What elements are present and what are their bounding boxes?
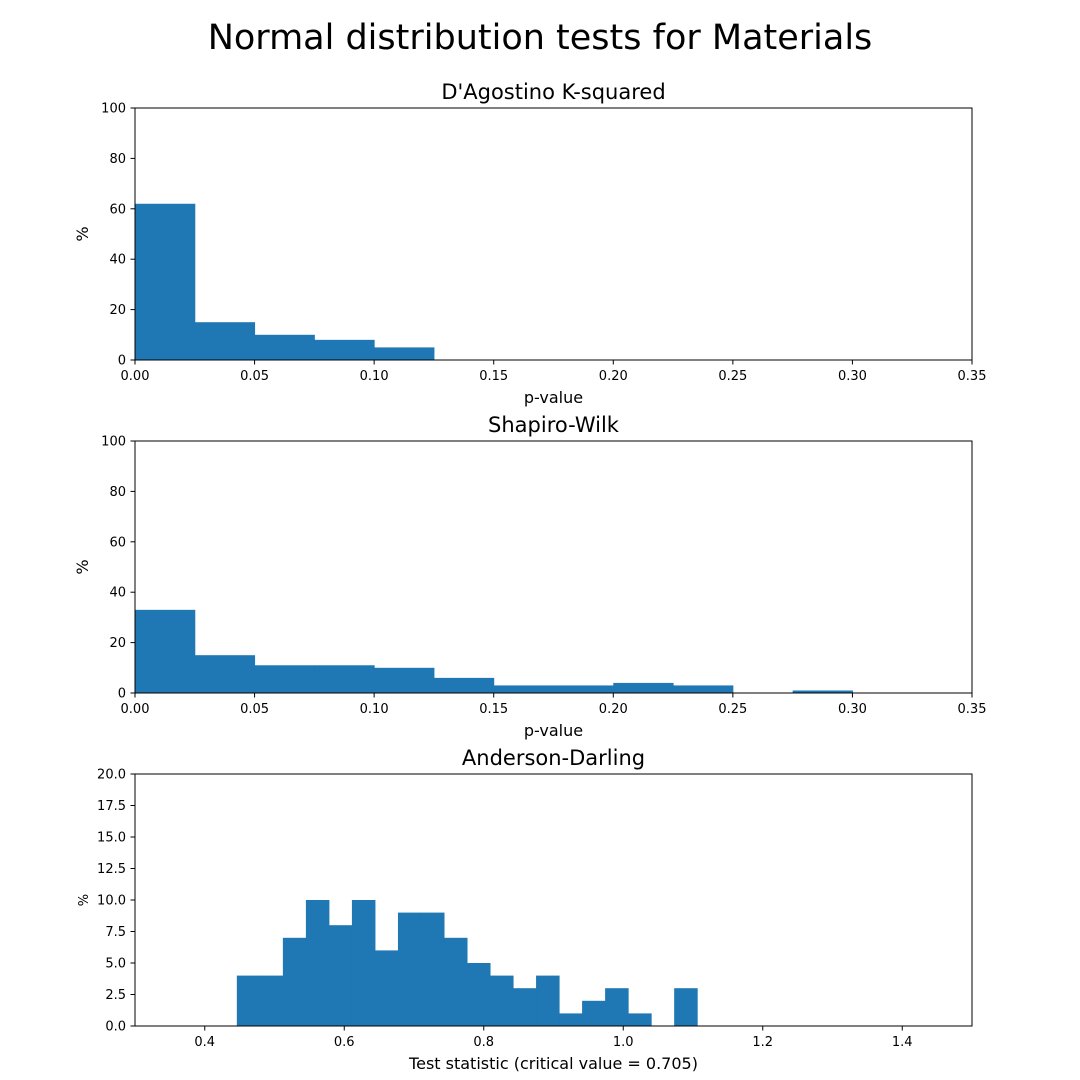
x-tick-label: 1.0 [613,1035,634,1050]
y-tick-label: 15.0 [97,831,126,846]
histogram-bar [397,912,422,1026]
histogram-bar [236,975,261,1026]
x-tick-label: 0.35 [958,702,987,717]
histogram-bar [792,690,853,693]
x-tick-label: 0.35 [958,369,987,384]
x-tick-label: 0.20 [599,369,628,384]
axes-frame [134,107,973,361]
subplot-title: D'Agostino K-squared [441,80,665,104]
histogram-bar [582,1000,606,1026]
figure-title: Normal distribution tests for Materials [208,18,873,58]
histogram-bar [433,677,495,693]
histogram-bar [314,339,375,360]
histogram-bar [135,203,196,360]
y-tick-label: 0 [118,354,126,369]
histogram-bar [254,334,315,360]
x-axis-label: p-value [524,388,583,407]
x-tick-label: 0.15 [479,369,508,384]
histogram-bar [673,685,734,693]
x-tick-label: 0.00 [121,702,150,717]
histogram-bar [674,988,698,1026]
histogram-bar [536,975,560,1026]
x-axis-label: Test statistic (critical value = 0.705) [408,1054,698,1073]
x-tick-label: 1.2 [752,1035,773,1050]
x-tick-label: 0.30 [838,369,867,384]
x-tick-label: 0.6 [334,1035,355,1050]
histogram-bar [628,1013,652,1026]
y-tick-label: 40 [109,586,126,601]
x-tick-label: 0.10 [360,702,389,717]
y-tick-label: 100 [101,435,126,450]
histogram-bar [374,347,435,360]
subplot-title: Shapiro-Wilk [488,413,620,437]
y-tick-label: 80 [109,485,126,500]
histogram-bar [314,665,375,693]
y-tick-label: 60 [109,202,126,217]
y-axis-label: % [73,559,92,574]
x-tick-label: 1.4 [892,1035,913,1050]
histogram-bar [254,665,315,693]
x-tick-label: 0.10 [360,369,389,384]
y-tick-label: 0.0 [105,1020,126,1035]
histogram-bar [553,685,614,693]
subplot-1: 0.00 0.05 0.10 0.15 0.20 0.25 0.30 0.35 0 20 40 60 8… [73,80,986,407]
y-tick-label: 40 [109,253,126,268]
histogram-bar [328,925,353,1026]
histogram-bar [467,963,491,1026]
x-tick-label: 0.25 [718,702,747,717]
x-tick-label: 0.05 [240,369,269,384]
subplot-3: 0.4 0.6 0.8 1.0 1.2 1.4 0.0 2.5 5.0 7.5 10.0 12.5 15… [77,746,973,1073]
histogram-bar [259,975,284,1026]
histogram-bar [443,937,468,1026]
y-tick-label: 80 [109,152,126,167]
subplots: 0.00 0.05 0.10 0.15 0.20 0.25 0.30 0.3502040608… [73,80,986,1073]
histogram-bar [351,900,376,1026]
y-tick-label: 20 [109,636,126,651]
y-tick-label: 12.5 [97,862,126,877]
y-tick-label: 7.5 [105,925,126,940]
axes-frame [134,440,973,694]
x-tick-label: 0.05 [240,702,269,717]
histogram-bar [490,975,514,1026]
y-tick-label: 20 [109,303,126,318]
histogram-bar [194,322,256,360]
histogram-bar [135,609,196,693]
x-tick-label: 0.8 [473,1035,494,1050]
x-axis-label: p-value [524,721,583,740]
y-axis-label: % [73,226,92,241]
histogram-bar [194,655,256,693]
histogram-bar [420,912,445,1026]
y-tick-label: 100 [101,102,126,117]
histogram-bar [605,988,629,1026]
y-tick-label: 20.0 [97,768,126,783]
subplot-title: Anderson-Darling [462,746,645,770]
x-tick-label: 0.4 [194,1035,215,1050]
y-tick-label: 5.0 [105,957,126,972]
x-tick-label: 0.00 [121,369,150,384]
x-tick-label: 0.25 [718,369,747,384]
histogram-bar [374,950,399,1026]
histogram-bar [374,667,435,693]
y-tick-label: 2.5 [105,988,126,1003]
x-tick-label: 0.20 [599,702,628,717]
histogram-bar [282,937,307,1026]
histogram-bar [305,900,330,1026]
y-tick-label: 10.0 [97,894,126,909]
y-tick-label: 17.5 [97,799,126,814]
subplot-2: 0.00 0.05 0.10 0.15 0.20 0.25 0.30 0.35 0 20 40 60 8… [73,413,986,740]
histogram-bar [493,685,554,693]
histogram-bar [513,988,537,1026]
y-tick-label: 60 [109,535,126,550]
histogram-bar [613,682,674,693]
x-tick-label: 0.15 [479,702,508,717]
y-axis-label: % [77,894,92,906]
histogram-bar [559,1013,583,1026]
y-tick-label: 0 [118,687,126,702]
x-tick-label: 0.30 [838,702,867,717]
